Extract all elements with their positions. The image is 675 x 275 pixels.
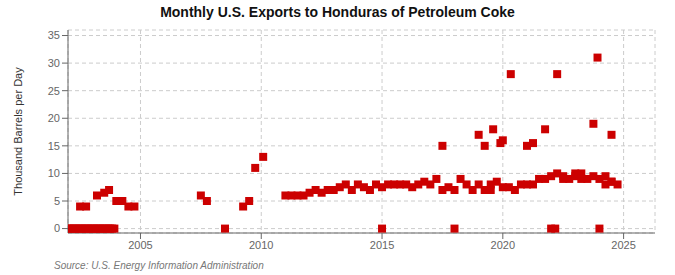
svg-text:2010: 2010: [249, 239, 273, 251]
svg-text:30: 30: [48, 57, 60, 69]
html-text:Source: U.S. Energy Informatio: Source: U.S. Energy Information Administ…: [54, 260, 264, 271]
svg-text:5: 5: [54, 195, 60, 207]
svg-text:10: 10: [48, 167, 60, 179]
svg-text:2025: 2025: [611, 239, 635, 251]
svg-text:20: 20: [48, 112, 60, 124]
svg-text:25: 25: [48, 85, 60, 97]
svg-text:2005: 2005: [128, 239, 152, 251]
svg-text:0: 0: [54, 222, 60, 234]
svg-text:Thousand Barrels per Day: Thousand Barrels per Day: [12, 67, 24, 196]
svg-text:15: 15: [48, 140, 60, 152]
svg-text:2020: 2020: [491, 239, 515, 251]
html-text:Monthly U.S. Exports to Hondur: Monthly U.S. Exports to Honduras of Petr…: [160, 4, 515, 20]
svg-text:2015: 2015: [370, 239, 394, 251]
svg-text:35: 35: [48, 29, 60, 41]
